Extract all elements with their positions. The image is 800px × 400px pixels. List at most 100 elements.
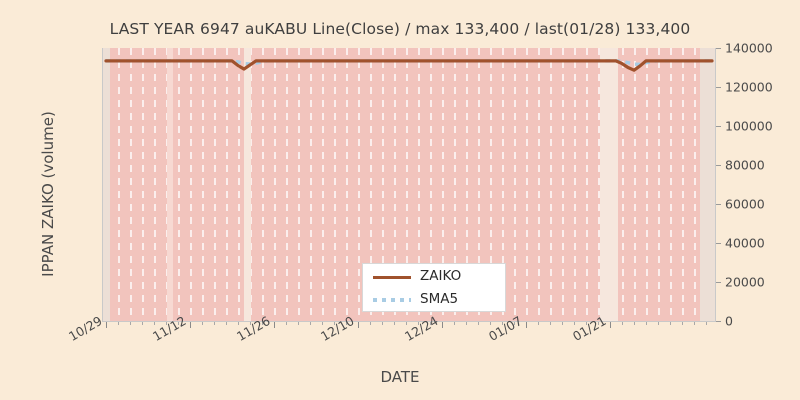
x-tick-minor xyxy=(682,322,683,325)
y-axis-left-spine xyxy=(102,48,104,322)
x-tick-minor xyxy=(142,322,143,325)
gridline xyxy=(346,48,348,321)
gridline xyxy=(322,48,324,321)
x-tick-minor xyxy=(502,322,503,325)
gridline xyxy=(358,48,360,321)
gridline xyxy=(682,48,684,321)
x-tick-minor xyxy=(262,322,263,325)
y-tick-label: 40000 xyxy=(725,235,765,251)
x-tick-minor xyxy=(706,322,707,325)
gridline xyxy=(562,48,564,321)
x-tick-minor xyxy=(178,322,179,325)
data-gap-band xyxy=(103,48,110,321)
zaiko-series-line xyxy=(104,59,714,72)
x-tick-minor xyxy=(562,322,563,325)
gridline xyxy=(646,48,648,321)
gridline xyxy=(442,48,444,321)
gridline xyxy=(310,48,312,321)
y-tick-label: 0 xyxy=(725,313,733,329)
x-tick-minor xyxy=(406,322,407,325)
x-tick-minor xyxy=(394,322,395,325)
plot-area xyxy=(103,48,715,321)
gridline xyxy=(670,48,672,321)
gridline xyxy=(154,48,156,321)
x-tick-minor xyxy=(130,322,131,325)
gridline xyxy=(118,48,120,321)
gridline xyxy=(286,48,288,321)
y-tick-mark xyxy=(716,165,721,167)
gridline xyxy=(334,48,336,321)
gridline xyxy=(298,48,300,321)
legend-item-zaiko: ZAIKO xyxy=(363,265,507,289)
gridline xyxy=(406,48,408,321)
y-axis-right-spine xyxy=(715,48,717,322)
x-tick-minor xyxy=(586,322,587,325)
legend-label-sma5: SMA5 xyxy=(420,291,459,307)
gridline xyxy=(214,48,216,321)
gridline xyxy=(370,48,372,321)
y-tick-mark xyxy=(716,321,721,323)
gridline xyxy=(550,48,552,321)
x-tick-minor xyxy=(346,322,347,325)
y-tick-label: 120000 xyxy=(725,79,773,95)
chart-legend: ZAIKO SMA5 xyxy=(362,263,506,312)
gridline xyxy=(418,48,420,321)
x-tick-minor xyxy=(598,322,599,325)
legend-swatch-zaiko-icon xyxy=(373,276,411,280)
chart-title: LAST YEAR 6947 auKABU Line(Close) / max … xyxy=(109,20,691,38)
x-tick-minor xyxy=(550,322,551,325)
legend-item-sma5: SMA5 xyxy=(363,288,507,312)
x-tick-minor xyxy=(430,322,431,325)
data-gap-band xyxy=(600,48,618,321)
y-tick-label: 140000 xyxy=(725,40,773,56)
y-tick-label: 20000 xyxy=(725,274,765,290)
x-tick-minor xyxy=(634,322,635,325)
x-tick-minor xyxy=(670,322,671,325)
x-tick-minor xyxy=(514,322,515,325)
x-tick-minor xyxy=(658,322,659,325)
gridline xyxy=(586,48,588,321)
x-tick-label: 10/29 xyxy=(66,312,105,344)
x-tick-minor xyxy=(118,322,119,325)
x-tick-minor xyxy=(478,322,479,325)
legend-swatch-sma5-icon xyxy=(373,298,411,302)
y-tick-label: 100000 xyxy=(725,118,773,134)
x-tick-minor xyxy=(226,322,227,325)
x-tick-minor xyxy=(250,322,251,325)
x-tick-minor xyxy=(214,322,215,325)
gridline xyxy=(202,48,204,321)
gridline xyxy=(130,48,132,321)
gridline xyxy=(394,48,396,321)
gridline xyxy=(634,48,636,321)
x-tick-minor xyxy=(382,322,383,325)
x-tick-minor xyxy=(454,322,455,325)
y-tick-label: 80000 xyxy=(725,157,765,173)
gridline xyxy=(238,48,240,321)
gridline xyxy=(514,48,516,321)
x-tick-minor xyxy=(238,322,239,325)
x-axis-label: DATE xyxy=(380,368,420,386)
y-tick-mark xyxy=(716,87,721,89)
gridline xyxy=(166,48,168,321)
gridline xyxy=(526,48,528,321)
y-tick-mark xyxy=(716,204,721,206)
x-tick-minor xyxy=(646,322,647,325)
data-gap-band xyxy=(167,48,173,321)
gridlines xyxy=(103,48,715,321)
gridline xyxy=(142,48,144,321)
legend-label-zaiko: ZAIKO xyxy=(420,268,462,284)
gridline xyxy=(502,48,504,321)
x-tick-major xyxy=(274,322,276,328)
x-tick-minor xyxy=(418,322,419,325)
x-tick-minor xyxy=(334,322,335,325)
x-tick-major xyxy=(610,322,612,328)
y-tick-mark xyxy=(716,282,721,284)
data-gap-band xyxy=(700,48,715,321)
gridline xyxy=(538,48,540,321)
x-tick-minor xyxy=(622,322,623,325)
x-tick-minor xyxy=(310,322,311,325)
y-tick-mark xyxy=(716,126,721,128)
gridline xyxy=(466,48,468,321)
gridline xyxy=(574,48,576,321)
